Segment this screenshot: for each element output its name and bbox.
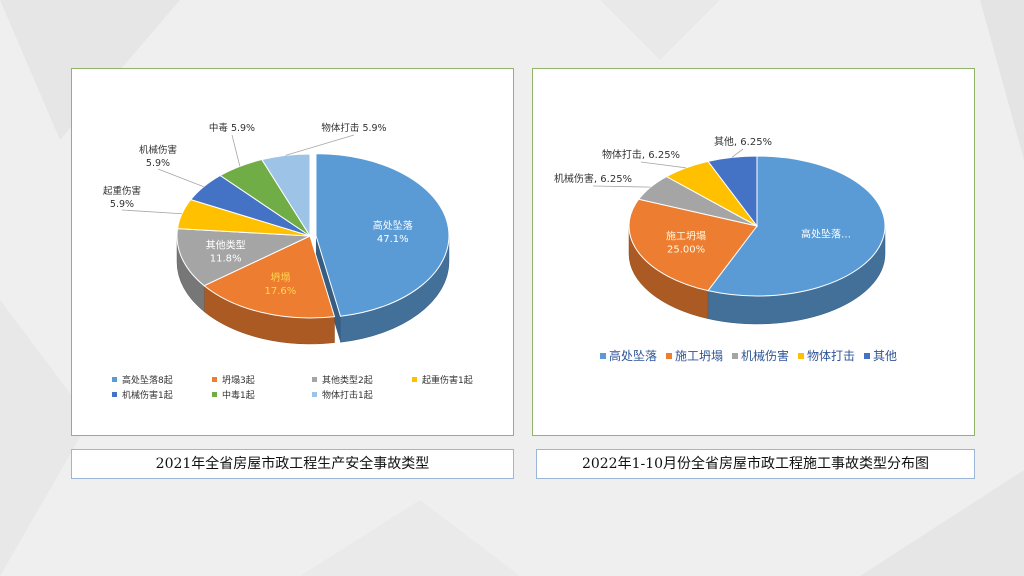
leader-line [640,161,686,169]
legend-label-施工坍塌: 施工坍塌 [675,349,723,363]
chart-panel-2022: 高处坠落… 施工坍塌 25.00% 机械伤害, 6.25% 物体打击, 6.25% 其他… [532,68,975,436]
outer-label-机械伤害: 机械伤害, 6.25% [554,172,632,185]
legend-swatch-施工坍塌 [666,353,672,359]
slice-label-其他类型: 其他类型 [206,239,246,252]
legend-label-物体打击: 物体打击1起 [322,389,373,401]
legend-label-其他: 其他 [873,349,897,363]
pie-slice-物体打击 [261,153,311,238]
chart-caption-2021: 2021年全省房屋市政工程生产安全事故类型 [71,449,514,479]
outer-label-中毒: 中毒 5.9% [209,122,255,134]
legend-swatch-机械伤害 [732,353,738,359]
pie-slice-施工坍塌 [628,198,758,292]
chart-caption-2022: 2022年1-10月份全省房屋市政工程施工事故类型分布图 [536,449,975,479]
legend-swatch-坍塌 [212,377,217,382]
legend-swatch-机械伤害 [112,392,117,397]
legend-swatch-高处坠落 [112,377,117,382]
pie-chart-2021: 高处坠落 47.1% 坍塌 17.6% 其他类型 11.8% 起重伤害 5.9% 机械伤害 5.… [103,122,473,401]
legend-label-起重伤害: 起重伤害1起 [422,374,473,386]
outer-label-起重伤害: 5.9% [110,199,134,210]
leader-line [231,134,241,167]
legend-swatch-中毒 [212,392,217,397]
outer-label-机械伤害: 5.9% [146,158,170,169]
slice-label-高处坠落: 47.1% [377,234,409,245]
pie-slice-高处坠落 [315,153,450,317]
legend-swatch-其他 [864,353,870,359]
legend-swatch-其他类型 [312,377,317,382]
outer-label-其他: 其他, 6.25% [714,135,772,148]
legend-label-坍塌: 坍塌3起 [222,375,255,386]
leader-line [592,185,651,188]
legend-label-机械伤害: 机械伤害1起 [122,389,173,401]
slice-label-施工坍塌: 25.00% [667,245,705,256]
legend-swatch-物体打击 [798,353,804,359]
pie-slice-坍塌 [203,235,336,319]
outer-label-物体打击: 物体打击 5.9% [321,122,386,134]
legend-label-高处坠落: 高处坠落8起 [122,374,173,386]
leader-line [121,209,183,215]
legend-label-中毒: 中毒1起 [222,389,255,401]
legend-label-其他类型: 其他类型2起 [322,374,373,386]
slice-label-坍塌: 坍塌 [270,271,290,284]
legend-label-物体打击: 物体打击 [807,349,855,363]
slice-label-施工坍塌: 施工坍塌 [666,230,706,243]
leader-line [157,168,204,188]
outer-label-机械伤害: 机械伤害 [139,144,177,156]
pie-slice-高处坠落 [707,155,886,297]
leader-line [285,134,355,156]
legend-label-高处坠落: 高处坠落 [609,348,657,363]
outer-label-起重伤害: 起重伤害 [103,185,141,197]
slice-label-其他类型: 11.8% [210,254,242,265]
chart-panel-2021: 高处坠落 47.1% 坍塌 17.6% 其他类型 11.8% 起重伤害 5.9% 机械伤害 5.… [71,68,514,436]
legend-swatch-物体打击 [312,392,317,397]
slice-label-坍塌: 17.6% [265,286,297,297]
pie-slice-其他类型 [176,228,311,287]
pie-chart-2022: 高处坠落… 施工坍塌 25.00% 机械伤害, 6.25% 物体打击, 6.25% 其他… [554,135,897,363]
slice-label-高处坠落: 高处坠落… [801,228,851,241]
leader-line [731,148,744,158]
outer-label-物体打击: 物体打击, 6.25% [602,148,680,161]
legend-swatch-高处坠落 [600,353,606,359]
slice-label-高处坠落: 高处坠落 [373,219,413,232]
legend-swatch-起重伤害 [412,377,417,382]
legend-label-机械伤害: 机械伤害 [741,348,789,363]
